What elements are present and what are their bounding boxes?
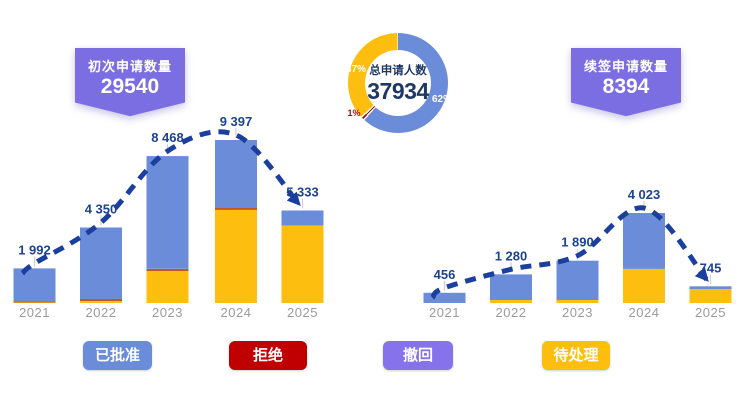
axis-label-2025: 2025 — [287, 305, 318, 320]
bar-segment-2022 — [490, 274, 532, 300]
bar-value-label: 4 023 — [628, 187, 661, 202]
bar-segment-2022 — [80, 227, 122, 299]
bar-segment-2025 — [281, 210, 324, 226]
bar-segment-2024 — [215, 209, 257, 303]
bar-segment-2023 — [146, 268, 189, 271]
bar-segment-2023 — [556, 300, 599, 303]
legend-pill-approved: 已批准 — [83, 341, 152, 370]
donut-center: 总申请人数 37934 — [365, 50, 431, 116]
legend-pill-withdrawn: 撤回 — [383, 341, 453, 370]
bar-segment-2022 — [490, 300, 532, 303]
ribbon-shape: 初次申请数量 29540 — [75, 48, 185, 117]
bar-segment-2025 — [281, 225, 324, 226]
bar-segment-2023 — [146, 270, 189, 303]
bar-segment-2024 — [623, 268, 665, 303]
trend-line — [430, 205, 709, 300]
donut-center-title: 总申请人数 — [369, 64, 427, 77]
bar-segment-2021 — [13, 301, 56, 303]
bar-value-label: 456 — [434, 267, 456, 282]
bar-segment-2022 — [80, 301, 122, 303]
bar-segment-2023 — [146, 156, 189, 269]
total-applicants-donut-chart: 62% 37% 1% 总申请人数 37934 — [346, 33, 452, 133]
legend-pill-rejected: 拒绝 — [229, 341, 307, 370]
donut-percent-rejected: 1% — [347, 108, 361, 118]
donut-percent-approved: 62% — [431, 94, 452, 105]
renewal-applications-badge: 续签申请数量 8394 — [571, 48, 681, 117]
axis-label-2023: 2023 — [152, 305, 183, 320]
donut-center-value: 37934 — [367, 77, 429, 104]
badge-title: 初次申请数量 — [87, 59, 172, 74]
axis-label-2024: 2024 — [221, 305, 252, 320]
donut-percent-pending: 37% — [345, 64, 366, 75]
bar-segment-2024 — [215, 140, 257, 208]
bar-segment-2024 — [215, 207, 257, 210]
bar-value-label: 1 992 — [18, 242, 51, 257]
bar-segment-2025 — [281, 225, 324, 303]
bar-value-label: 4 350 — [85, 202, 118, 217]
trend-line — [20, 129, 301, 276]
bar-value-label: 9 397 — [220, 114, 253, 129]
bar-segment-2021 — [423, 292, 466, 303]
bar-segment-2023 — [556, 260, 599, 300]
axis-label-2022: 2022 — [496, 305, 527, 320]
badge-value: 8394 — [602, 75, 650, 98]
ribbon-shape: 续签申请数量 8394 — [571, 48, 681, 117]
axis-label-2024: 2024 — [629, 305, 660, 320]
bar-segment-2021 — [13, 302, 56, 303]
bar-segment-2024 — [623, 213, 665, 269]
initial-applications-badge: 初次申请数量 29540 — [75, 48, 185, 117]
axis-label-2022: 2022 — [86, 305, 117, 320]
bar-value-label: 1 280 — [495, 248, 528, 263]
bar-value-label: 8 468 — [151, 130, 184, 145]
bar-segment-2025 — [689, 289, 732, 303]
badge-title: 续签申请数量 — [583, 59, 668, 74]
badge-value: 29540 — [100, 75, 160, 98]
axis-label-2025: 2025 — [695, 305, 726, 320]
bar-segment-2021 — [13, 268, 56, 302]
legend-pill-pending: 待处理 — [542, 341, 610, 370]
axis-label-2023: 2023 — [562, 305, 593, 320]
bar-value-label: 1 890 — [561, 235, 594, 250]
axis-label-2021: 2021 — [429, 305, 460, 320]
bar-segment-2022 — [80, 299, 122, 301]
axis-label-2021: 2021 — [19, 305, 50, 320]
bar-segment-2025 — [689, 286, 732, 289]
